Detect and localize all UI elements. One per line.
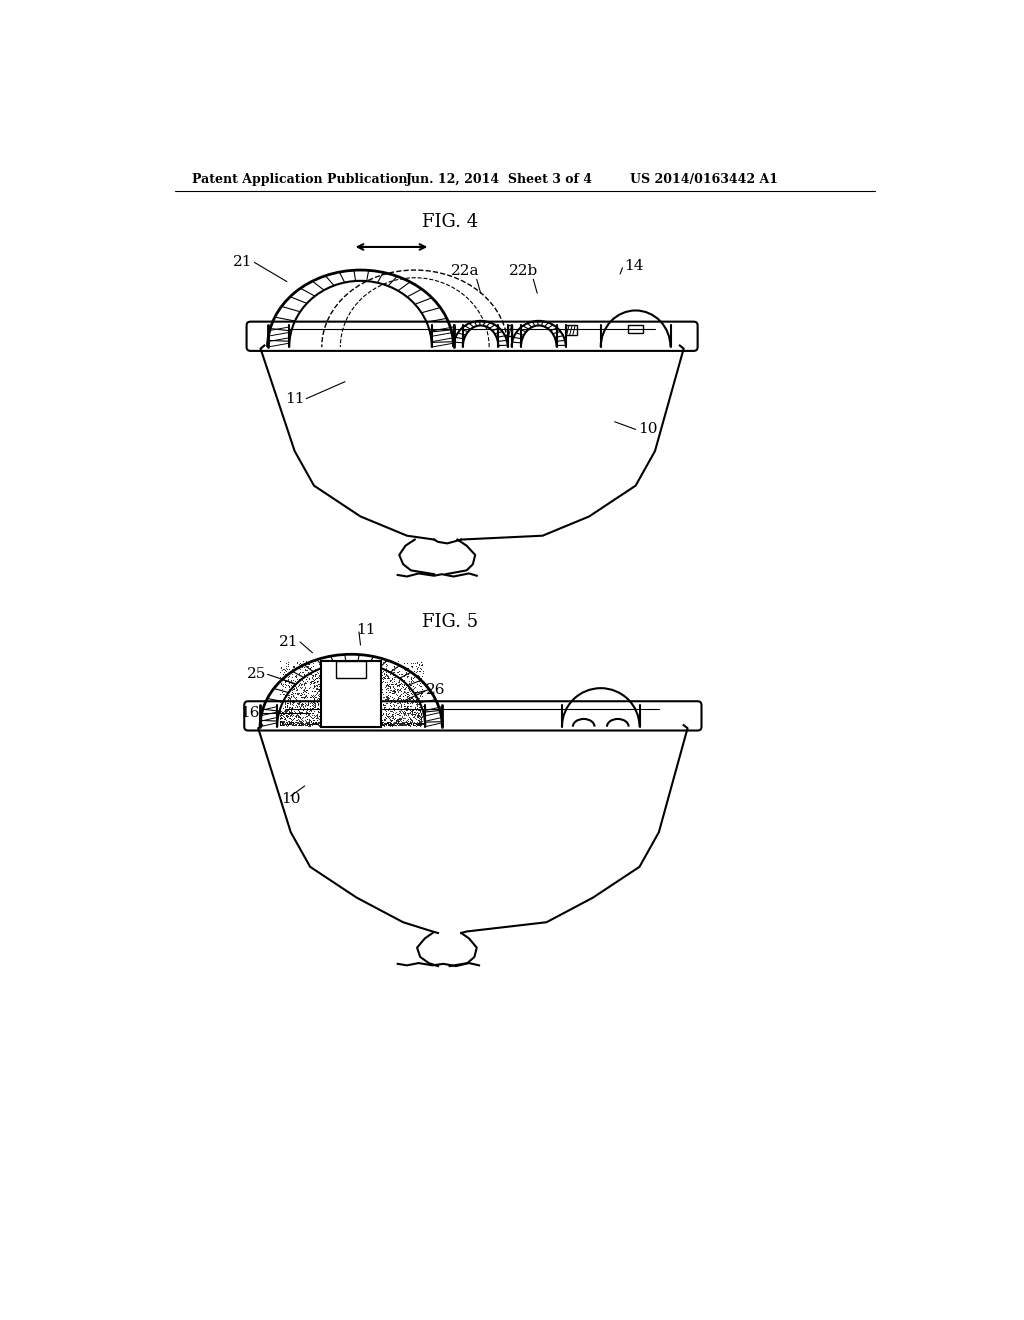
Bar (628, 326, 643, 333)
Text: 11: 11 (286, 392, 305, 405)
Text: FIG. 4: FIG. 4 (422, 213, 477, 231)
Text: 10: 10 (638, 422, 657, 437)
Text: 22b: 22b (509, 264, 538, 277)
Text: 22a: 22a (451, 264, 479, 277)
FancyBboxPatch shape (245, 701, 701, 730)
Text: 10: 10 (282, 792, 301, 807)
Text: Jun. 12, 2014  Sheet 3 of 4: Jun. 12, 2014 Sheet 3 of 4 (406, 173, 593, 186)
Text: FIG. 5: FIG. 5 (422, 612, 477, 631)
Text: US 2014/0163442 A1: US 2014/0163442 A1 (630, 173, 778, 186)
Text: 25: 25 (247, 668, 266, 681)
Bar (337, 661, 366, 678)
Text: 16: 16 (241, 706, 260, 719)
Text: Patent Application Publication: Patent Application Publication (191, 173, 408, 186)
Bar (566, 326, 577, 335)
FancyBboxPatch shape (247, 322, 697, 351)
Text: 11: 11 (356, 623, 376, 638)
Text: 14: 14 (624, 259, 643, 273)
Bar (321, 661, 381, 726)
Bar (508, 326, 512, 337)
Text: 21: 21 (232, 255, 252, 269)
Text: 21: 21 (279, 635, 299, 649)
Text: 26: 26 (426, 682, 445, 697)
